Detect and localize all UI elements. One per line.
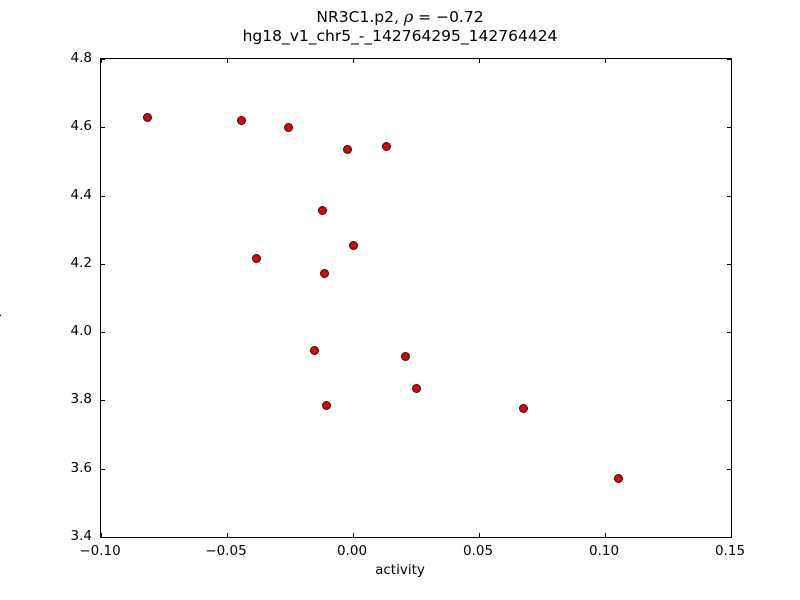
y-axis-tick (727, 332, 731, 334)
data-point (401, 352, 411, 362)
y-axis-label: expression (0, 260, 2, 334)
y-tick-label: 4.0 (70, 323, 92, 340)
x-axis-tick (479, 533, 480, 537)
y-tick-label: 4.8 (70, 50, 92, 66)
y-tick-label: 3.6 (70, 459, 92, 476)
y-axis-tick (101, 468, 105, 470)
data-point (518, 404, 528, 414)
x-axis-tick (731, 59, 732, 63)
chart-title-line-1: NR3C1.p2, ρ = −0.72 (0, 7, 800, 27)
x-tick-label: −0.10 (79, 543, 121, 559)
y-axis-tick (727, 263, 731, 265)
x-axis-tick (479, 59, 480, 63)
chart-title: NR3C1.p2, ρ = −0.72 hg18_v1_chr5_-_14276… (0, 7, 800, 45)
x-tick-label: −0.05 (205, 543, 247, 559)
data-point (284, 123, 294, 133)
x-axis-tick (605, 59, 606, 63)
data-point (411, 383, 421, 393)
y-axis-tick (101, 195, 105, 197)
x-tick-label: 0.00 (336, 543, 368, 559)
data-point (317, 205, 327, 215)
x-tick-label: 0.10 (588, 543, 620, 559)
data-point (613, 473, 623, 483)
x-axis-tick (353, 59, 354, 63)
y-axis-tick (727, 59, 731, 60)
data-point (252, 254, 262, 264)
y-axis-tick (727, 537, 731, 538)
data-point (343, 144, 353, 154)
x-axis-tick (101, 533, 102, 537)
x-axis-tick (101, 59, 102, 63)
data-point (381, 141, 391, 151)
y-axis-tick (101, 263, 105, 265)
x-tick-label: 0.05 (462, 543, 494, 559)
y-axis-tick (101, 127, 105, 129)
y-tick-label: 3.4 (70, 528, 92, 544)
y-axis-tick (101, 537, 105, 538)
y-axis-tick (727, 468, 731, 470)
chart-title-line-2: hg18_v1_chr5_-_142764295_142764424 (242, 26, 558, 45)
y-tick-label: 3.8 (70, 391, 92, 408)
data-point (237, 115, 247, 125)
y-axis-tick (727, 400, 731, 402)
data-point (319, 268, 329, 278)
title-gene-label: NR3C1.p2, (316, 8, 404, 26)
y-axis-tick (727, 127, 731, 129)
data-point (310, 346, 320, 356)
data-point (142, 112, 152, 122)
x-tick-label: 0.15 (714, 543, 746, 559)
plot-axes-frame (100, 58, 732, 538)
y-tick-label: 4.4 (70, 186, 92, 203)
x-axis-tick (227, 533, 228, 537)
x-axis-tick (731, 533, 732, 537)
y-axis-tick (101, 332, 105, 334)
rho-symbol: ρ (403, 7, 414, 26)
rho-value: = −0.72 (413, 8, 484, 26)
data-point (348, 241, 358, 251)
x-axis-tick (353, 533, 354, 537)
y-axis-tick (101, 400, 105, 402)
y-axis-tick (727, 195, 731, 197)
y-axis-tick (101, 59, 105, 60)
x-axis-tick (227, 59, 228, 63)
y-tick-label: 4.2 (70, 254, 92, 271)
x-axis-tick (605, 533, 606, 537)
y-tick-label: 4.6 (70, 118, 92, 135)
x-axis-label: activity (375, 562, 425, 578)
data-point (321, 401, 331, 411)
plot-data-area (101, 59, 731, 537)
